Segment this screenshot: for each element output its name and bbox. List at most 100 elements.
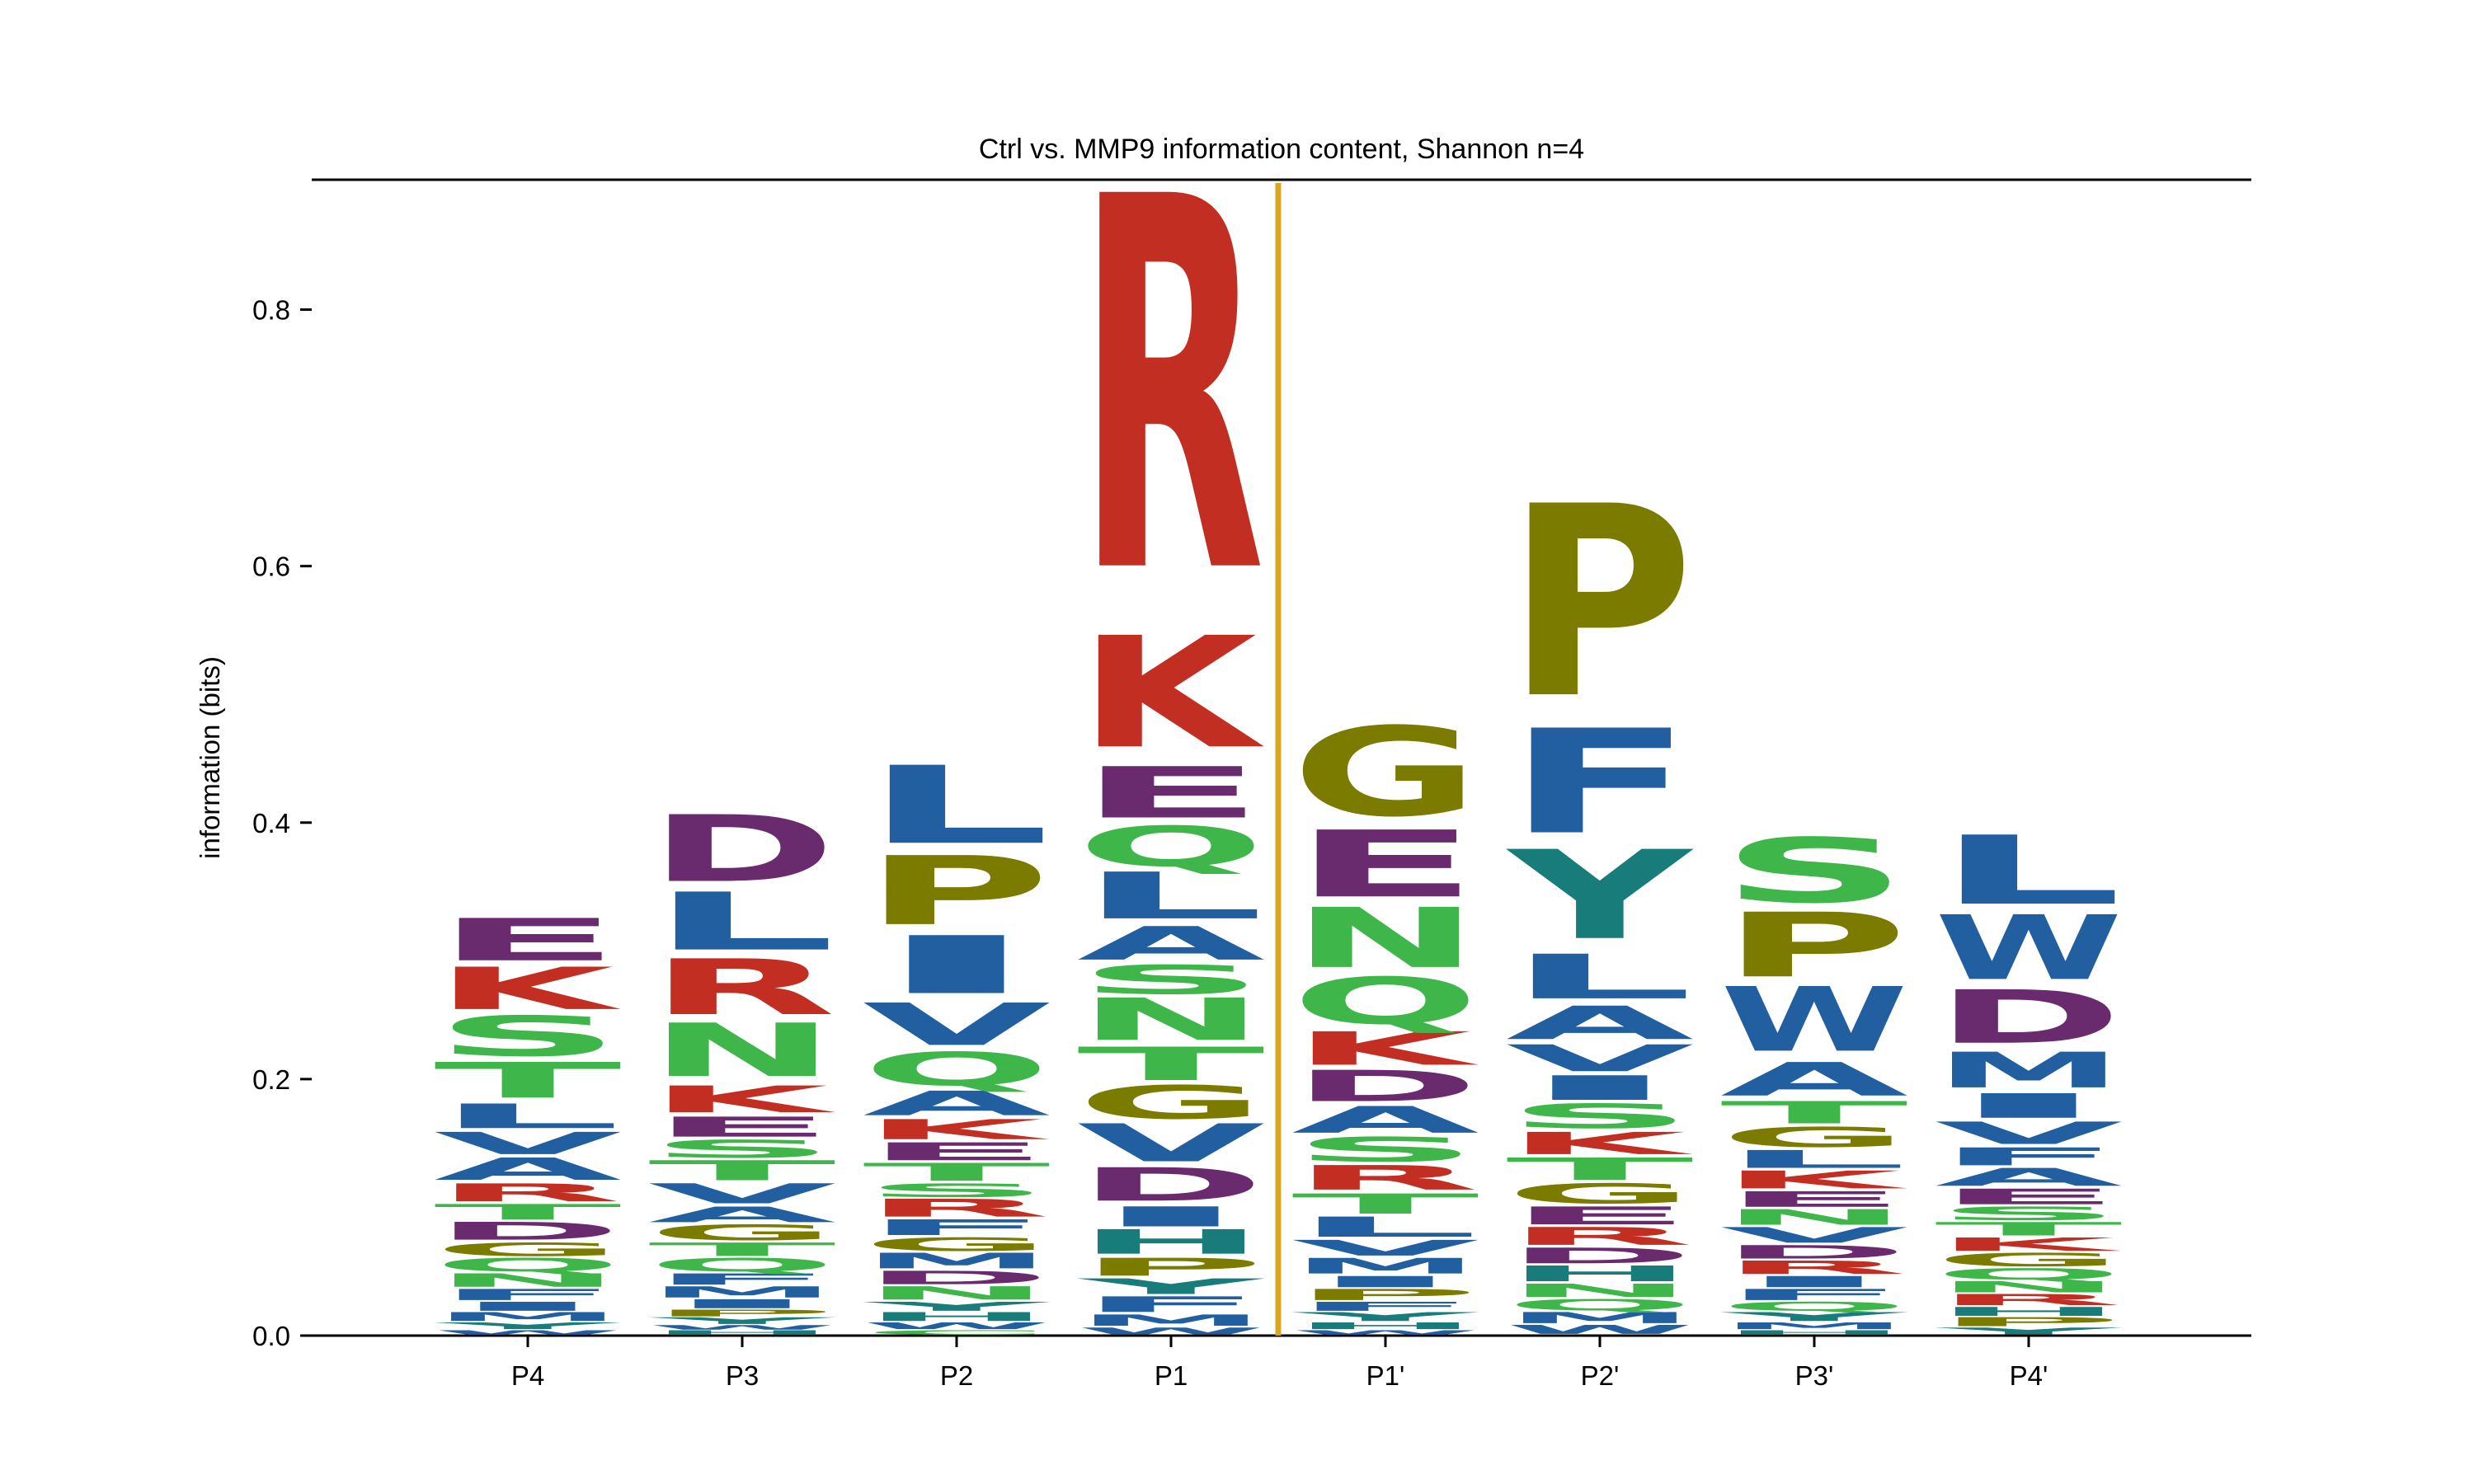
logo-letter-L: L — [1077, 859, 1265, 934]
logo-letter-Y: Y — [1934, 1326, 2123, 1336]
logo-letter-W: W — [1291, 1329, 1479, 1336]
logo-letter-T: T — [1720, 1095, 1908, 1130]
logo-letter-T: T — [863, 1158, 1051, 1187]
y-tick-label: 0.8 — [252, 295, 290, 326]
logo-letter-Q: Q — [1077, 815, 1265, 880]
logo-letter-D: D — [1291, 1061, 1479, 1111]
x-tick-label: P1' — [1366, 1360, 1405, 1391]
logo-letter-T: T — [1506, 1152, 1694, 1187]
logo-letter-Y: Y — [862, 1299, 1051, 1313]
logo-letter-P: P — [863, 837, 1051, 947]
logo-letter-A: A — [434, 1152, 622, 1187]
logo-letter-N: N — [1077, 986, 1265, 1054]
logo-letter-V: V — [1077, 1113, 1265, 1173]
logo-letter-E: E — [1935, 1185, 2123, 1209]
logo-letter-H: H — [1077, 1223, 1265, 1262]
logo-letter-G: G — [863, 1234, 1051, 1256]
logo-letter-M: M — [863, 1249, 1051, 1274]
logo-letter-N: N — [648, 1008, 836, 1094]
logo-letter-H: H — [1720, 1329, 1908, 1336]
logo-letter-M: M — [1291, 1254, 1479, 1279]
logo-letter-V: V — [1935, 1115, 2123, 1151]
logo-letter-R: R — [434, 1178, 622, 1207]
logo-letter-K: K — [648, 1078, 836, 1121]
logo-letter-P: P — [648, 1308, 836, 1318]
logo-letter-L: L — [434, 1097, 622, 1136]
logo-letter-M: M — [1077, 1312, 1265, 1330]
logo-letter-S: S — [1291, 1130, 1479, 1169]
y-tick-label: 0.0 — [252, 1321, 290, 1351]
logo-letter-V: V — [1291, 1236, 1479, 1261]
logo-letter-G: G — [434, 1239, 622, 1261]
logo-letter-V: V — [1506, 1037, 1694, 1080]
y-tick-label: 0.2 — [252, 1064, 290, 1095]
chart-title: Ctrl vs. MMP9 information content, Shann… — [979, 134, 1584, 165]
logo-letter-L: L — [863, 744, 1051, 868]
logo-letter-F: F — [1077, 1292, 1265, 1317]
logo-letter-A: A — [1506, 997, 1694, 1050]
logo-letter-E: E — [1720, 1187, 1908, 1212]
logo-letter-W: W — [1077, 1326, 1265, 1336]
logo-letter-G: G — [1291, 702, 1479, 844]
y-axis-label: information (bits) — [195, 656, 225, 859]
logo-letter-D: D — [648, 796, 836, 904]
logo-letter-S: S — [1935, 1203, 2123, 1224]
logo-letter-S: S — [434, 1005, 622, 1069]
y-tick-label: 0.6 — [252, 552, 290, 582]
x-tick-label: P3 — [726, 1360, 759, 1391]
logo-letter-R: R — [1077, 90, 1265, 687]
x-tick-label: P2 — [940, 1360, 973, 1391]
logo-letter-K: K — [1935, 1234, 2122, 1256]
logo-letter-H: H — [1506, 1261, 1694, 1286]
logo-letter-T: T — [434, 1200, 622, 1224]
logo-letter-I: I — [1935, 1087, 2123, 1125]
logo-letter-K: K — [863, 1114, 1051, 1146]
logo-letter-W: W — [648, 1324, 836, 1331]
x-tick-label: P4' — [2010, 1360, 2048, 1391]
logo-letter-Y: Y — [1291, 1310, 1479, 1324]
logo-letter-A: A — [863, 1084, 1051, 1124]
logo-letter-S: S — [1077, 957, 1265, 1003]
x-tick-label: P3' — [1795, 1360, 1834, 1391]
logo-letter-F: F — [1506, 699, 1694, 866]
x-axis-ticks: P4 P3 P2 P1 P1' P2' P3' P4' — [511, 1336, 2048, 1391]
logo-letter-N: N — [863, 1283, 1051, 1304]
logo-letter-Q: Q — [1506, 1296, 1694, 1314]
logo-letter-Y: Y — [1076, 1274, 1266, 1298]
logo-letter-F: F — [863, 1215, 1051, 1240]
logo-letter-Q: Q — [648, 1254, 836, 1275]
logo-letter-F: F — [648, 1270, 836, 1289]
logo-letter-I: I — [434, 1299, 622, 1313]
logo-letter-H: H — [1935, 1304, 2123, 1318]
y-tick-label: 0.4 — [252, 808, 290, 838]
logo-letter-I: I — [1506, 1068, 1694, 1107]
x-tick-label: P2' — [1581, 1360, 1620, 1391]
logo-letter-W: W — [1935, 896, 2123, 999]
logo-letter-M: M — [648, 1284, 836, 1302]
logo-letter-T: T — [1077, 1038, 1265, 1092]
logo-letter-M: M — [1506, 1309, 1694, 1327]
logo-letter-R: R — [863, 1194, 1051, 1223]
logo-letter-K: K — [434, 956, 622, 1023]
logo-letter-R: R — [1506, 1222, 1694, 1251]
logo-letter-I: I — [648, 1297, 836, 1311]
logo-letter-E: E — [434, 906, 622, 974]
logo-letter-V: V — [1720, 1223, 1908, 1247]
logo-letter-Y: Y — [1719, 1310, 1908, 1324]
logo-letter-D: D — [1077, 1158, 1265, 1212]
logo-letter-H: H — [1291, 1321, 1479, 1331]
logo-letter-N: N — [1720, 1205, 1908, 1229]
logo-letter-D: D — [863, 1267, 1051, 1289]
logo-letter-F: F — [434, 1286, 622, 1304]
logo-letter-S: S — [648, 1135, 836, 1164]
logo-letter-D: D — [1935, 974, 2123, 1060]
logo-letter-R: R — [1291, 1158, 1479, 1197]
logo-letter-G: G — [1077, 1076, 1265, 1129]
logo-letter-S: S — [1720, 819, 1908, 923]
logo-letter-D: D — [1506, 1243, 1694, 1268]
